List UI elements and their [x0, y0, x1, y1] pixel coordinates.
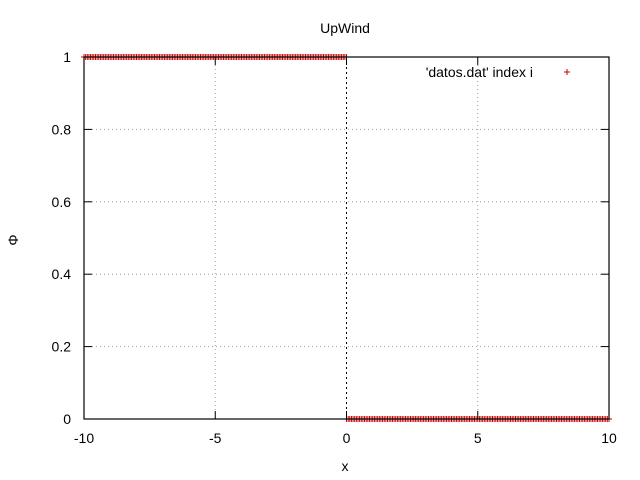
x-tick-label: 10 [601, 430, 617, 446]
legend-label: 'datos.dat' index i [426, 64, 533, 80]
chart-title: UpWind [320, 20, 370, 36]
y-tick-label: 0.4 [52, 266, 72, 282]
y-axis-label: Φ [5, 234, 21, 245]
y-tick-label: 1 [63, 49, 71, 65]
x-tick-labels: -10 -5 0 5 10 [74, 430, 617, 446]
y-tick-label: 0 [63, 411, 71, 427]
y-tick-label: 0.8 [52, 121, 72, 137]
x-tick-label: -10 [74, 430, 94, 446]
grid-lines [84, 57, 609, 419]
x-axis-label: x [342, 458, 349, 474]
y-tick-label: 0.2 [52, 339, 72, 355]
y-tick-label: 0.6 [52, 194, 72, 210]
axis-ticks [83, 56, 610, 420]
x-tick-label: -5 [209, 430, 222, 446]
legend: 'datos.dat' index i [426, 64, 570, 80]
x-tick-label: 0 [343, 430, 351, 446]
y-tick-labels: 0 0.2 0.4 0.6 0.8 1 [52, 49, 72, 427]
x-tick-label: 5 [474, 430, 482, 446]
legend-marker [564, 69, 570, 75]
